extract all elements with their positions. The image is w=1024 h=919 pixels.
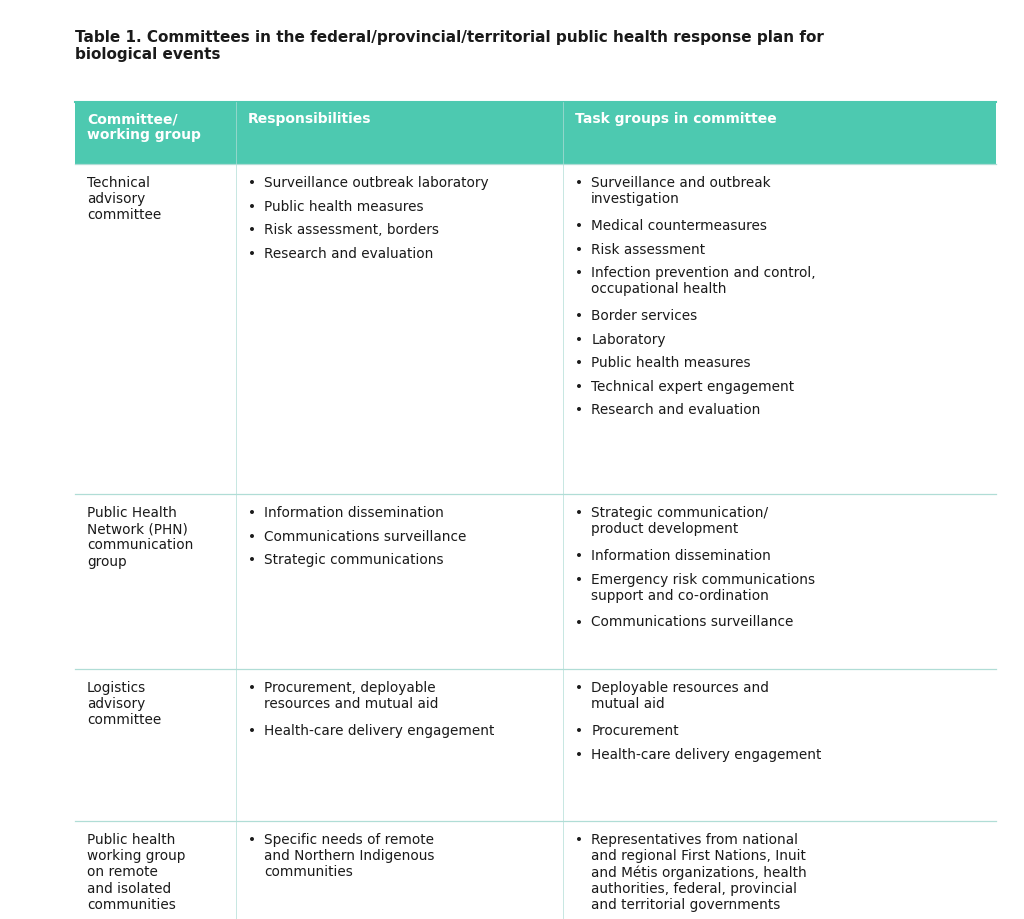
Text: •: • (575, 681, 583, 695)
Text: •: • (575, 549, 583, 563)
Text: •: • (248, 724, 256, 738)
Text: Health-care delivery engagement: Health-care delivery engagement (264, 724, 495, 738)
Text: •: • (575, 243, 583, 256)
Text: •: • (248, 199, 256, 213)
Text: •: • (248, 176, 256, 190)
Text: Procurement: Procurement (591, 724, 679, 738)
Text: Risk assessment: Risk assessment (591, 243, 706, 256)
Text: Research and evaluation: Research and evaluation (591, 403, 761, 417)
Text: Risk assessment, borders: Risk assessment, borders (264, 223, 439, 237)
Text: Public health measures: Public health measures (264, 199, 424, 213)
Text: •: • (575, 266, 583, 280)
Text: •: • (575, 356, 583, 370)
Text: •: • (575, 380, 583, 393)
Text: •: • (248, 553, 256, 567)
Text: Deployable resources and
mutual aid: Deployable resources and mutual aid (591, 681, 769, 711)
Text: Health-care delivery engagement: Health-care delivery engagement (591, 747, 821, 762)
Bar (75, 102, 237, 164)
Text: •: • (248, 506, 256, 520)
Text: Laboratory: Laboratory (591, 333, 666, 346)
Text: Specific needs of remote
and Northern Indigenous
communities: Specific needs of remote and Northern In… (264, 833, 434, 879)
Text: •: • (575, 403, 583, 417)
Text: •: • (248, 529, 256, 543)
Text: Representatives from national
and regional First Nations, Inuit
and Métis organi: Representatives from national and region… (591, 833, 807, 913)
Text: Table 1. Committees in the federal/provincial/territorial public health response: Table 1. Committees in the federal/provi… (75, 30, 824, 62)
Text: •: • (575, 506, 583, 520)
Text: Public health
working group
on remote
and isolated
communities: Public health working group on remote an… (87, 833, 185, 912)
Text: Communications surveillance: Communications surveillance (591, 616, 794, 630)
Text: Emergency risk communications
support and co-ordination: Emergency risk communications support an… (591, 573, 815, 603)
Text: •: • (248, 681, 256, 695)
Text: •: • (575, 573, 583, 586)
Text: •: • (575, 616, 583, 630)
Bar (563, 102, 996, 164)
Text: •: • (248, 246, 256, 260)
Text: Strategic communication/
product development: Strategic communication/ product develop… (591, 506, 768, 536)
Text: •: • (575, 333, 583, 346)
Text: •: • (575, 219, 583, 233)
Text: Infection prevention and control,
occupational health: Infection prevention and control, occupa… (591, 266, 816, 296)
Text: Research and evaluation: Research and evaluation (264, 246, 433, 260)
Text: Procurement, deployable
resources and mutual aid: Procurement, deployable resources and mu… (264, 681, 438, 711)
Text: Task groups in committee: Task groups in committee (575, 112, 777, 126)
Text: Logistics
advisory
committee: Logistics advisory committee (87, 681, 161, 728)
Text: Surveillance outbreak laboratory: Surveillance outbreak laboratory (264, 176, 488, 190)
Text: •: • (248, 833, 256, 847)
Text: Information dissemination: Information dissemination (591, 549, 771, 563)
Text: Communications surveillance: Communications surveillance (264, 529, 467, 543)
Text: •: • (575, 309, 583, 323)
Text: Public Health
Network (PHN)
communication
group: Public Health Network (PHN) communicatio… (87, 506, 194, 569)
Text: •: • (248, 223, 256, 237)
Text: •: • (575, 833, 583, 847)
Text: Technical expert engagement: Technical expert engagement (591, 380, 795, 393)
Text: Medical countermeasures: Medical countermeasures (591, 219, 767, 233)
Text: Public health measures: Public health measures (591, 356, 751, 370)
Text: •: • (575, 176, 583, 190)
Text: •: • (575, 724, 583, 738)
Text: Responsibilities: Responsibilities (248, 112, 372, 126)
Text: •: • (575, 747, 583, 762)
Text: Surveillance and outbreak
investigation: Surveillance and outbreak investigation (591, 176, 771, 206)
Text: Committee/
working group: Committee/ working group (87, 112, 201, 142)
Text: Strategic communications: Strategic communications (264, 553, 443, 567)
Bar (237, 102, 563, 164)
Text: Technical
advisory
committee: Technical advisory committee (87, 176, 161, 222)
Text: Information dissemination: Information dissemination (264, 506, 444, 520)
Text: Border services: Border services (591, 309, 697, 323)
